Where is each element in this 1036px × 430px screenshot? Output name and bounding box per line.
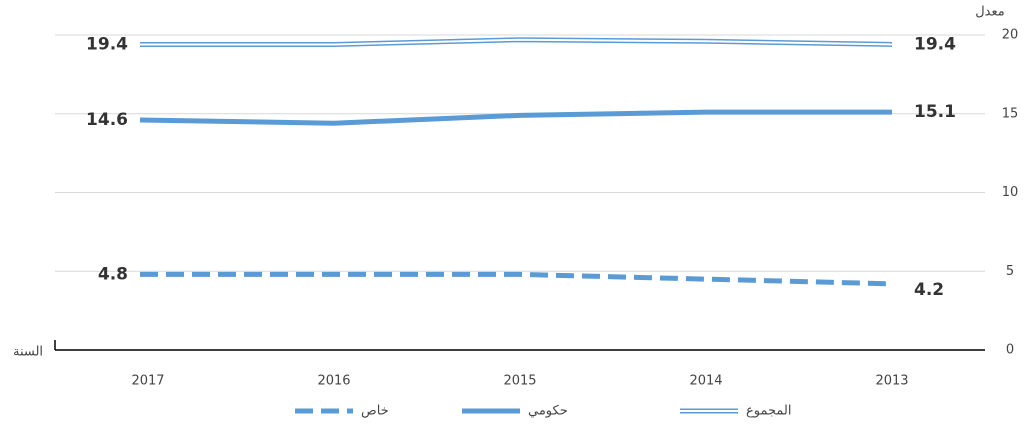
series-line — [139, 109, 892, 126]
value-label: 19.4 — [86, 34, 128, 54]
y-tick-label: 0 — [1006, 343, 1014, 358]
y-tick-label: 10 — [1002, 185, 1019, 200]
legend-label: خاص — [361, 404, 389, 419]
series-line-inner — [140, 38, 893, 46]
legend-label: المجموع — [746, 404, 791, 419]
y-tick-label: 15 — [1002, 106, 1019, 121]
y-tick-label: 5 — [1006, 264, 1014, 279]
x-tick-label: 2017 — [131, 374, 164, 389]
y-tick-label: 20 — [1002, 28, 1019, 43]
value-label: 19.4 — [914, 34, 956, 54]
value-label: 4.8 — [98, 264, 128, 284]
x-tick-label: 2014 — [689, 374, 722, 389]
legend-label: حكومي — [528, 404, 568, 419]
y-axis-label: معدل — [975, 5, 1005, 20]
value-label: 14.6 — [86, 110, 128, 130]
value-label: 15.1 — [914, 102, 956, 122]
x-tick-label: 2016 — [317, 374, 350, 389]
value-label: 4.2 — [914, 280, 944, 300]
x-tick-label: 2015 — [503, 374, 536, 389]
x-axis-label: السنة — [13, 345, 43, 360]
series-line — [140, 271, 893, 287]
x-tick-label: 2013 — [875, 374, 908, 389]
